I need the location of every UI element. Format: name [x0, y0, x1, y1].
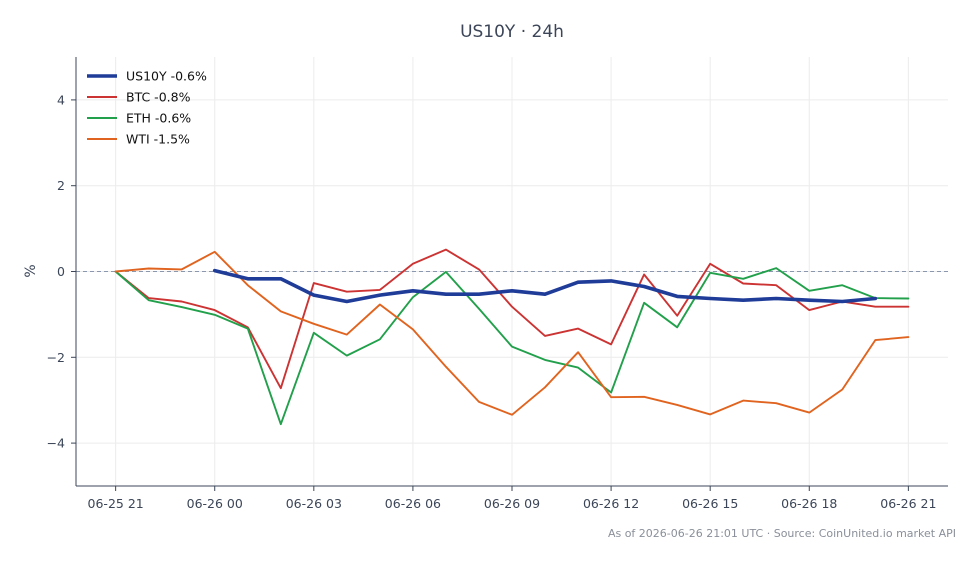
x-tick-label: 06-26 12	[583, 496, 639, 511]
x-tick-label: 06-26 03	[286, 496, 342, 511]
y-tick-label: 4	[57, 92, 65, 107]
axes	[71, 57, 948, 491]
x-tick-label: 06-26 00	[187, 496, 243, 511]
legend: US10Y -0.6% BTC -0.8% ETH -0.6% WTI -1.5%	[87, 69, 207, 147]
footer-caption: As of 2026-06-26 21:01 UTC · Source: Coi…	[608, 527, 956, 540]
y-tick-label: −4	[47, 436, 65, 451]
chart-title: US10Y · 24h	[460, 22, 564, 42]
series-line-2	[114, 248, 910, 390]
series-line-4	[114, 250, 910, 416]
x-tick-labels: 06-25 21 06-26 00 06-26 03 06-26 06 06-26 09…	[88, 496, 937, 511]
x-tick-label: 06-26 09	[484, 496, 540, 511]
legend-label: ETH -0.6%	[126, 111, 191, 126]
series-lines	[114, 248, 910, 426]
legend-label: US10Y -0.6%	[126, 69, 207, 84]
y-axis-label: %	[23, 264, 39, 277]
legend-label: WTI -1.5%	[126, 132, 190, 147]
x-tick-label: 06-26 18	[781, 496, 837, 511]
y-tick-label: 0	[57, 264, 65, 279]
y-tick-label: 2	[57, 178, 65, 193]
legend-label: BTC -0.8%	[126, 90, 191, 105]
x-tick-label: 06-25 21	[88, 496, 144, 511]
y-tick-label: −2	[47, 350, 65, 365]
x-tick-label: 06-26 06	[385, 496, 441, 511]
series-line-3	[114, 267, 910, 426]
series-line-1	[212, 268, 878, 304]
y-tick-labels: −4 −2 0 2 4	[47, 92, 65, 450]
x-tick-label: 06-26 15	[682, 496, 738, 511]
x-tick-label: 06-26 21	[880, 496, 936, 511]
